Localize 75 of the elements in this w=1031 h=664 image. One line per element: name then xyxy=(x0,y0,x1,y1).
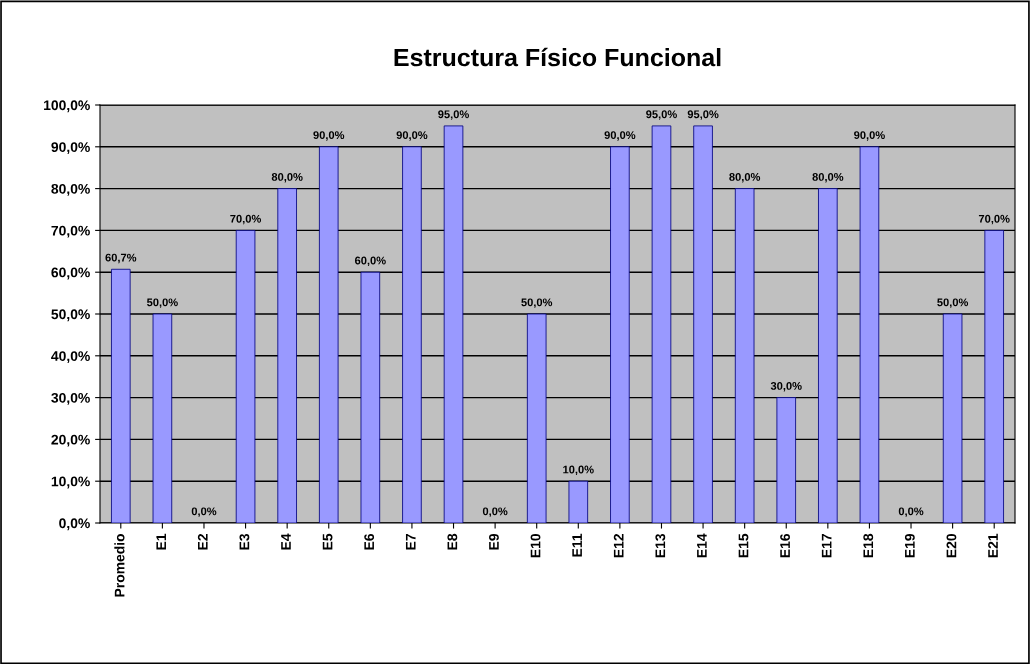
data-label: 70,0% xyxy=(230,214,262,225)
y-tick-label: 60,0% xyxy=(51,267,90,280)
x-tick-label: E21 xyxy=(988,533,998,558)
x-tick-label: E7 xyxy=(405,534,416,550)
data-label: 60,0% xyxy=(355,256,386,267)
bar xyxy=(526,313,547,523)
x-tick-label: E11 xyxy=(572,533,582,557)
data-label: 80,0% xyxy=(729,172,761,183)
x-tick-label: E12 xyxy=(613,533,624,558)
x-tick-label: E1 xyxy=(156,533,166,550)
bar xyxy=(568,480,589,523)
bar xyxy=(984,229,1004,523)
bar xyxy=(942,313,963,523)
bar xyxy=(360,271,381,523)
x-tick-label: E3 xyxy=(239,533,250,550)
bar xyxy=(693,125,713,523)
y-tick-label: 20,0% xyxy=(51,434,90,447)
y-tick-label: 80,0% xyxy=(51,183,90,196)
bar xyxy=(277,188,297,523)
bar xyxy=(235,229,256,523)
x-tick-label: E2 xyxy=(197,533,208,550)
x-tick-label: E15 xyxy=(738,533,749,558)
x-tick-label: E16 xyxy=(780,533,790,558)
bar xyxy=(152,313,173,523)
data-label: 80,0% xyxy=(812,172,844,183)
y-tick-label: 100,0% xyxy=(44,100,90,113)
x-tick-label: E8 xyxy=(447,533,458,550)
x-tick-label: Promedio xyxy=(114,533,125,597)
data-label: 0,0% xyxy=(191,507,217,517)
y-tick-label: 40,0% xyxy=(51,351,90,363)
y-tick-label: 0,0% xyxy=(59,518,90,531)
bar xyxy=(318,146,339,523)
x-tick-label: E13 xyxy=(655,533,666,558)
bar xyxy=(651,125,672,523)
x-tick-label: E6 xyxy=(364,533,375,550)
bar xyxy=(111,268,131,523)
y-tick-label: 70,0% xyxy=(51,225,90,238)
y-tick-label: 90,0% xyxy=(51,142,90,154)
data-label: 0,0% xyxy=(898,507,924,517)
data-label: 90,0% xyxy=(854,131,885,141)
bar xyxy=(818,188,838,523)
x-tick-label: E4 xyxy=(281,533,291,550)
data-label: 50,0% xyxy=(521,298,553,308)
bar xyxy=(443,125,464,523)
data-label: 10,0% xyxy=(563,465,594,476)
bar xyxy=(776,397,797,523)
y-tick-label: 10,0% xyxy=(51,476,90,489)
data-label: 30,0% xyxy=(770,381,802,392)
data-label: 90,0% xyxy=(396,131,428,141)
data-label: 90,0% xyxy=(604,131,636,141)
chart-title: Estructura Físico Funcional xyxy=(394,47,721,67)
y-tick-label: 30,0% xyxy=(51,392,90,405)
x-tick-label: E18 xyxy=(863,533,874,558)
data-label: 0,0% xyxy=(482,507,508,517)
data-label: 95,0% xyxy=(687,110,719,120)
x-tick-label: E5 xyxy=(322,533,333,550)
bar xyxy=(734,188,755,523)
x-tick-label: E14 xyxy=(697,533,707,558)
x-tick-label: E10 xyxy=(530,533,541,558)
data-label: 70,0% xyxy=(978,214,1010,225)
data-label: 90,0% xyxy=(313,131,345,141)
data-label: 50,0% xyxy=(146,298,178,308)
x-tick-label: E20 xyxy=(946,533,957,558)
data-label: 50,0% xyxy=(937,298,969,308)
bar xyxy=(610,146,630,523)
data-label: 95,0% xyxy=(438,110,469,120)
x-tick-label: E17 xyxy=(821,534,832,558)
x-tick-label: E9 xyxy=(489,533,499,550)
bar xyxy=(402,146,422,523)
bar xyxy=(859,146,880,523)
data-label: 80,0% xyxy=(271,172,303,183)
data-label: 60,7% xyxy=(105,253,137,264)
x-tick-label: E19 xyxy=(904,533,915,558)
y-tick-label: 50,0% xyxy=(51,309,90,322)
data-label: 95,0% xyxy=(646,110,677,120)
